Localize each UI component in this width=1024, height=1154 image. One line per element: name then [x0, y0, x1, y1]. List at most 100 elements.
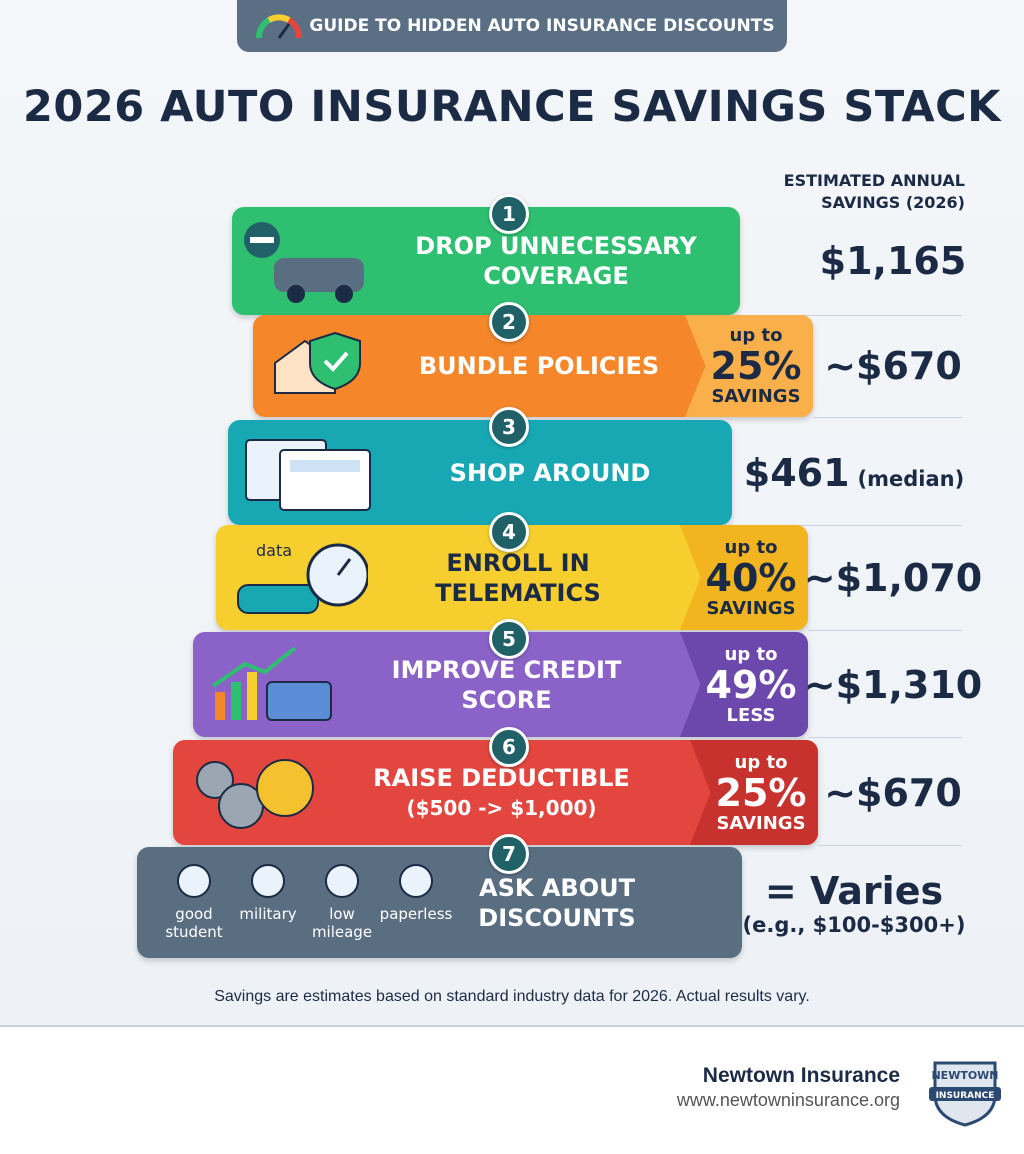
savings-value: = Varies	[764, 868, 944, 913]
step-label: SHOP AROUND	[378, 420, 722, 525]
tag-text: 49%	[705, 662, 797, 707]
item-label: military	[239, 905, 297, 923]
separator	[808, 737, 962, 738]
tag-text: 25%	[710, 344, 802, 388]
label-text: SHOP AROUND	[449, 458, 651, 487]
step-number: 5	[489, 619, 529, 659]
company-name: Newtown Insurance	[702, 1064, 900, 1087]
tag-text: SAVINGS	[716, 812, 806, 834]
step-number: 3	[489, 407, 529, 447]
item-icon	[248, 861, 288, 905]
sublabel-text: ($500 -> $1,000)	[406, 795, 597, 820]
savings: $461 (median)	[740, 420, 968, 525]
gauge-icon	[256, 14, 302, 39]
item-label: paperless	[379, 905, 453, 923]
footnote: Savings are estimates based on standard …	[214, 988, 810, 1005]
step-number: 4	[489, 512, 529, 552]
step-tag: up to 49% LESS	[680, 632, 808, 737]
savings-note: (e.g., $100-$300+)	[742, 912, 966, 937]
step-icon	[185, 750, 325, 840]
tag-text: 25%	[715, 770, 807, 815]
separator	[813, 417, 962, 418]
column-label: ESTIMATED ANNUAL SAVINGS (2026)	[783, 171, 965, 212]
company-url: www.newtowninsurance.org	[676, 1090, 900, 1110]
step-icon	[228, 535, 370, 625]
discount-item: good student	[159, 861, 229, 941]
separator	[740, 525, 962, 526]
separator	[740, 315, 962, 316]
step-block: up to 40% SAVINGS data ENROLL IN TELEMATICS	[216, 525, 808, 630]
savings-value: ~$670	[824, 344, 962, 388]
separator	[808, 630, 962, 631]
step-icon	[265, 323, 405, 413]
step-block: up to 25% SAVINGS BUNDLE POLICIES	[253, 315, 813, 417]
savings-row: $1,165	[820, 239, 967, 283]
logo-top: NEWTOWN	[931, 1069, 998, 1082]
title: 2026 AUTO INSURANCE SAVINGS STACK	[23, 82, 1001, 132]
savings-row: $461 (median)	[744, 451, 964, 495]
savings-value: ~$670	[824, 770, 962, 815]
savings: ~$1,070	[804, 525, 982, 630]
savings-value: ~$1,070	[803, 555, 983, 600]
step-icon	[205, 642, 345, 732]
tag-text: up to	[724, 536, 778, 558]
icon-label: data	[256, 541, 293, 560]
label-text: BUNDLE POLICIES	[418, 352, 660, 380]
savings-value: $461	[743, 450, 850, 495]
step-block: good student military low mileage paperless…	[137, 847, 742, 958]
savings-note: (median)	[857, 466, 965, 491]
label-text: IMPROVE CREDIT SCORE	[391, 655, 622, 714]
tag-text: 40%	[705, 555, 797, 600]
step-label: IMPROVE CREDIT SCORE	[343, 632, 670, 737]
step-label: RAISE DEDUCTIBLE ($500 -> $1,000)	[323, 740, 680, 845]
label-text: DROP UNNECESSARY COVERAGE	[415, 232, 697, 290]
savings-row: ~$1,070	[804, 556, 982, 600]
step-block: SHOP AROUND	[228, 420, 732, 525]
savings: ~$1,310	[804, 632, 982, 737]
step-label: ENROLL IN TELEMATICS	[366, 525, 670, 630]
discount-item: paperless	[379, 861, 453, 923]
step-label: ASK ABOUT DISCOUNTS	[457, 847, 657, 958]
separator	[818, 845, 962, 846]
tag-text: up to	[724, 643, 778, 665]
logo-bottom: INSURANCE	[936, 1091, 995, 1101]
discount-item: low mileage	[307, 861, 377, 941]
step-tag: up to 25% SAVINGS	[690, 740, 818, 845]
savings-row: ~$1,310	[804, 663, 982, 707]
label-text: ENROLL IN TELEMATICS	[435, 548, 601, 607]
discount-item: military	[233, 861, 303, 923]
step-number: 2	[489, 302, 529, 342]
badge-text: GUIDE TO HIDDEN AUTO INSURANCE DISCOUNTS	[309, 16, 775, 36]
savings: = Varies (e.g., $100-$300+)	[740, 847, 968, 958]
item-icon	[174, 861, 214, 905]
step-tag: up to 25% SAVINGS	[685, 315, 813, 417]
step-block: up to 25% SAVINGS RAISE DEDUCTIBLE ($500 -> …	[173, 740, 818, 845]
item-icon	[322, 861, 362, 905]
step-label: BUNDLE POLICIES	[403, 315, 675, 417]
savings: ~$670	[818, 740, 968, 845]
label-text: RAISE DEDUCTIBLE	[373, 763, 630, 792]
tag-text: SAVINGS	[706, 597, 796, 619]
savings: $1,165	[818, 207, 968, 315]
step-number: 1	[489, 194, 529, 234]
step-block: DROP UNNECESSARY COVERAGE	[232, 207, 740, 315]
step-icon	[244, 218, 384, 308]
step-icon	[240, 430, 380, 520]
step-tag: up to 40% SAVINGS	[680, 525, 808, 630]
header-badge: GUIDE TO HIDDEN AUTO INSURANCE DISCOUNTS	[237, 0, 787, 52]
company-logo: NEWTOWN INSURANCE	[929, 1061, 1001, 1127]
item-label: good student	[165, 905, 223, 941]
step-number: 7	[489, 834, 529, 874]
savings-value: $1,165	[819, 239, 967, 283]
step-number: 6	[489, 727, 529, 767]
tag-text: LESS	[726, 704, 776, 726]
savings: ~$670	[818, 315, 968, 417]
tag-text: up to	[729, 325, 783, 346]
savings-row: = Varies	[765, 869, 943, 913]
tag-text: up to	[734, 751, 788, 773]
savings-value: ~$1,310	[803, 662, 983, 707]
tag-text: SAVINGS	[711, 386, 801, 407]
step-label: DROP UNNECESSARY COVERAGE	[382, 207, 730, 315]
item-icon	[396, 861, 436, 905]
